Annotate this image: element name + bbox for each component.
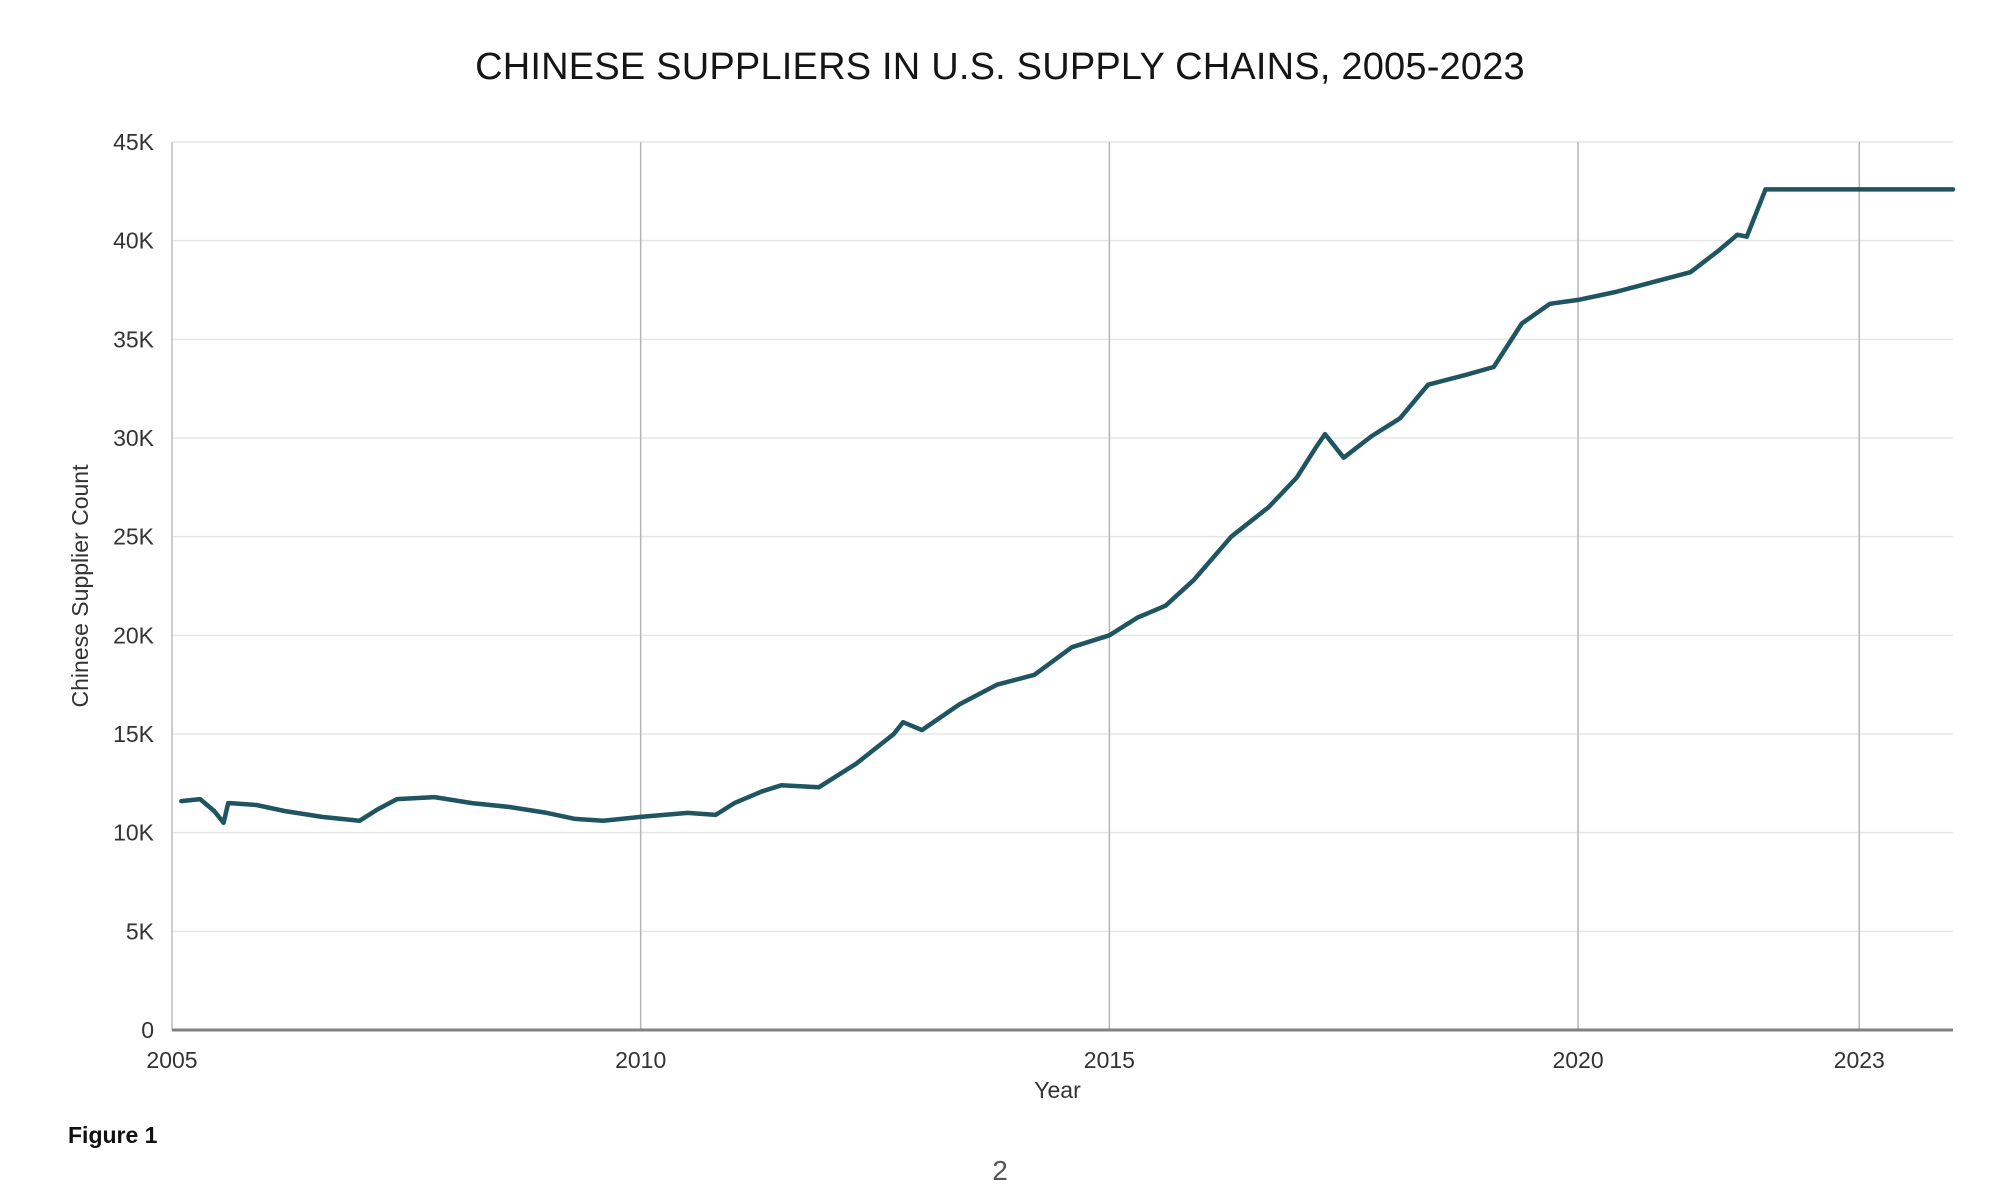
y-tick-label: 0 — [141, 1017, 154, 1043]
series-layer — [179, 187, 1956, 826]
figure-caption: Figure 1 — [68, 1122, 158, 1148]
y-tick-label: 15K — [113, 721, 155, 747]
x-tick-label: 2010 — [615, 1047, 666, 1073]
tick-labels: 0 5K 10K 15K 20K 25K 30K 35K 40K 45K 2005 2010 2015 2… — [113, 129, 1885, 1073]
y-tick-label: 5K — [126, 918, 155, 944]
y-tick-label: 25K — [113, 524, 155, 550]
x-tick-label: 2005 — [146, 1047, 197, 1073]
x-axis-title: Year — [1034, 1077, 1081, 1103]
gridlines — [172, 141, 1953, 1030]
y-tick-label: 20K — [113, 622, 155, 648]
y-tick-label: 45K — [113, 129, 155, 155]
y-tick-label: 35K — [113, 326, 155, 352]
y-tick-label: 30K — [113, 425, 155, 451]
x-tick-label: 2020 — [1552, 1047, 1603, 1073]
series-line — [179, 187, 1956, 826]
y-axis-title: Chinese Supplier Count — [67, 464, 93, 708]
chart-title: CHINESE SUPPLIERS IN U.S. SUPPLY CHAINS,… — [475, 46, 1525, 88]
y-tick-label: 40K — [113, 228, 155, 254]
axes — [171, 142, 1953, 1032]
page-number: 2 — [992, 1155, 1008, 1186]
y-tick-label: 10K — [113, 820, 155, 846]
x-tick-label: 2023 — [1834, 1047, 1885, 1073]
x-tick-label: 2015 — [1084, 1047, 1135, 1073]
